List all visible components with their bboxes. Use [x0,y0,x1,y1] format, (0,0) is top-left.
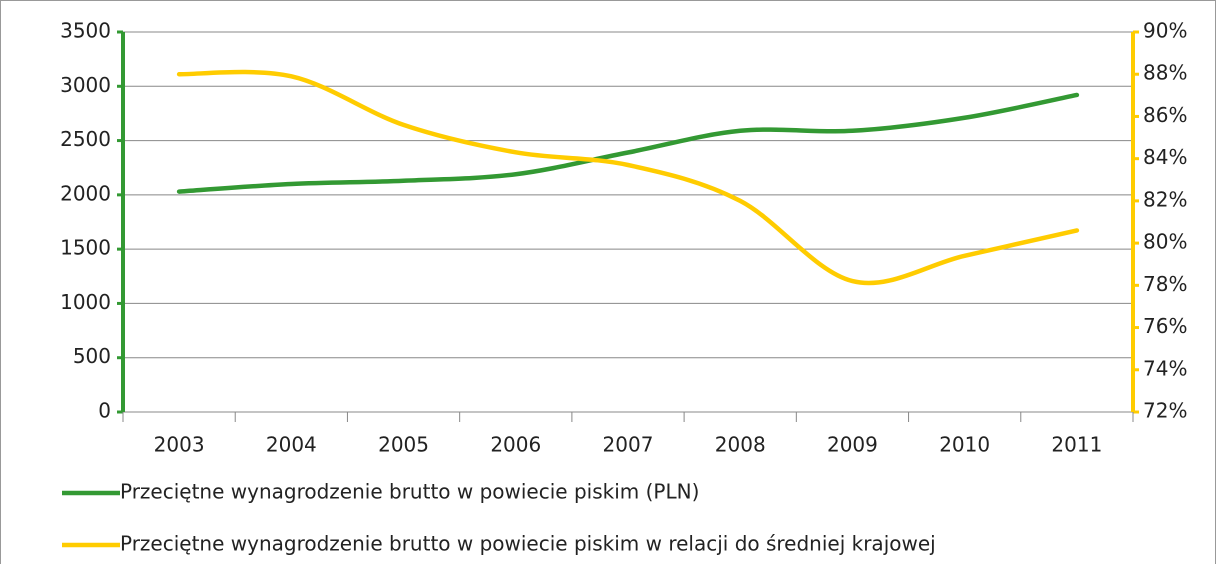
y2-tick-label: 80% [1143,230,1187,254]
y-tick-label: 2500 [60,127,111,151]
series-line [176,69,1080,286]
x-tick-label: 2010 [939,433,990,457]
x-tick-label: 2008 [715,433,766,457]
y2-tick-label: 76% [1143,314,1187,338]
x-tick-label: 2004 [266,433,317,457]
y2-tick-label: 84% [1143,145,1187,169]
x-tick-label: 2011 [1051,433,1102,457]
y-tick-label: 3000 [60,73,111,97]
y-tick-label: 2000 [60,181,111,205]
y2-tick-label: 90% [1143,19,1187,43]
series-line [176,92,1080,194]
x-tick-label: 2006 [490,433,541,457]
x-tick-label: 2007 [603,433,654,457]
y2-tick-label: 72% [1143,399,1187,423]
y-tick-label: 1000 [60,290,111,314]
x-tick-label: 2009 [827,433,878,457]
y2-tick-label: 82% [1143,187,1187,211]
x-tick-label: 2005 [378,433,429,457]
y2-tick-label: 88% [1143,61,1187,85]
y-tick-label: 1500 [60,236,111,260]
y2-tick-label: 86% [1143,103,1187,127]
y-tick-label: 0 [98,399,111,423]
y2-tick-label: 78% [1143,272,1187,296]
y-tick-label: 3500 [60,19,111,43]
y-tick-label: 500 [73,344,111,368]
legend-label: Przeciętne wynagrodzenie brutto w powiec… [120,532,936,556]
y2-tick-label: 74% [1143,356,1187,380]
legend-label: Przeciętne wynagrodzenie brutto w powiec… [120,480,699,504]
x-tick-label: 2003 [154,433,205,457]
